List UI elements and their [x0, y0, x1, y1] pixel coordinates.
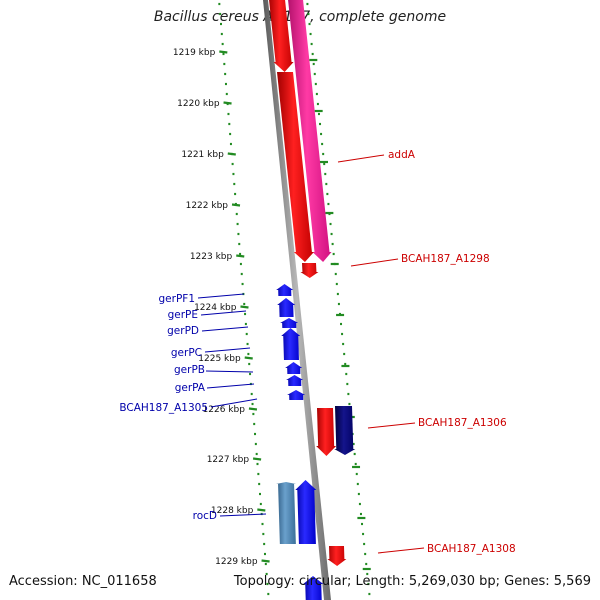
genome-backbone — [263, 0, 331, 600]
tick-label: 1229 kbp — [215, 557, 258, 567]
label-BCAH187_A1306-leader — [367, 422, 416, 429]
tick-label: 1228 kbp — [211, 506, 254, 516]
label-BCAH187_A1308: BCAH187_A1308 — [427, 543, 516, 555]
gene-red-1308 — [327, 546, 347, 566]
gene-blue-gerPD — [280, 318, 299, 328]
label-BCAH187_A1308-leader — [377, 547, 425, 554]
tick-label: 1222 kbp — [186, 201, 229, 211]
label-BCAH187_A1305: BCAH187_A1305 — [119, 402, 208, 414]
label-rocD: rocD — [193, 510, 217, 522]
label-gerPB: gerPB — [174, 364, 205, 376]
tick-label: 1219 kbp — [173, 48, 216, 58]
label-leader-lines — [197, 154, 425, 554]
label-BCAH187_A1305-leader — [210, 398, 258, 408]
gene-red-small-1298 — [300, 263, 319, 278]
gene-red-long — [277, 72, 314, 262]
label-gerPF1: gerPF1 — [159, 293, 196, 305]
label-gerPD-leader — [201, 326, 249, 332]
tick-label: 1226 kbp — [203, 405, 246, 415]
gene-navy — [334, 406, 356, 455]
label-gerPE: gerPE — [168, 309, 198, 321]
label-gerPA: gerPA — [175, 382, 206, 394]
tick-label: 1227 kbp — [207, 455, 250, 465]
label-addA-leader — [337, 154, 385, 163]
gene-blue-rocD — [295, 480, 317, 544]
tick-label: 1220 kbp — [177, 99, 220, 109]
gene-pink-addA — [288, 0, 332, 262]
label-BCAH187_A1298-leader — [350, 258, 399, 267]
label-gerPC: gerPC — [171, 347, 202, 359]
tick-marks-inner: 1219 kbp 1220 kbp 1221 kbp 1222 kbp 1223 kbp… — [173, 2, 270, 596]
label-gerPE-leader — [200, 310, 247, 316]
gene-labels: addA BCAH187_A1298 BCAH187_A1306 BCAH187_A1… — [119, 149, 515, 555]
label-rocD-leader — [219, 513, 267, 517]
gene-features — [269, 0, 356, 600]
gene-blue-gerPC — [281, 328, 301, 360]
tick-label: 1224 kbp — [194, 303, 237, 313]
label-gerPF1-leader — [197, 293, 245, 299]
gene-blue-gerPB — [285, 362, 303, 374]
label-addA: addA — [388, 149, 416, 161]
gene-blue-lower — [303, 576, 324, 600]
gene-blue-1305 — [287, 390, 306, 400]
label-gerPC-leader — [204, 347, 251, 353]
tick-label: 1221 kbp — [181, 150, 224, 160]
gene-steel — [276, 482, 297, 544]
label-BCAH187_A1298: BCAH187_A1298 — [401, 253, 490, 265]
genome-info-label: Topology: circular; Length: 5,269,030 bp… — [233, 574, 591, 589]
gene-blue-gerPE — [277, 298, 296, 317]
accession-label: Accession: NC_011658 — [9, 574, 157, 589]
tick-label: 1223 kbp — [190, 252, 233, 262]
label-BCAH187_A1306: BCAH187_A1306 — [418, 417, 507, 429]
label-gerPA-leader — [206, 383, 255, 389]
gene-blue-gerPF1 — [276, 284, 294, 296]
label-gerPD: gerPD — [167, 325, 199, 337]
gene-red-1306 — [316, 408, 337, 456]
gene-blue-gerPA — [286, 375, 304, 386]
label-gerPB-leader — [205, 370, 254, 373]
tick-label: 1225 kbp — [198, 354, 241, 364]
gene-red-upper — [269, 0, 294, 72]
